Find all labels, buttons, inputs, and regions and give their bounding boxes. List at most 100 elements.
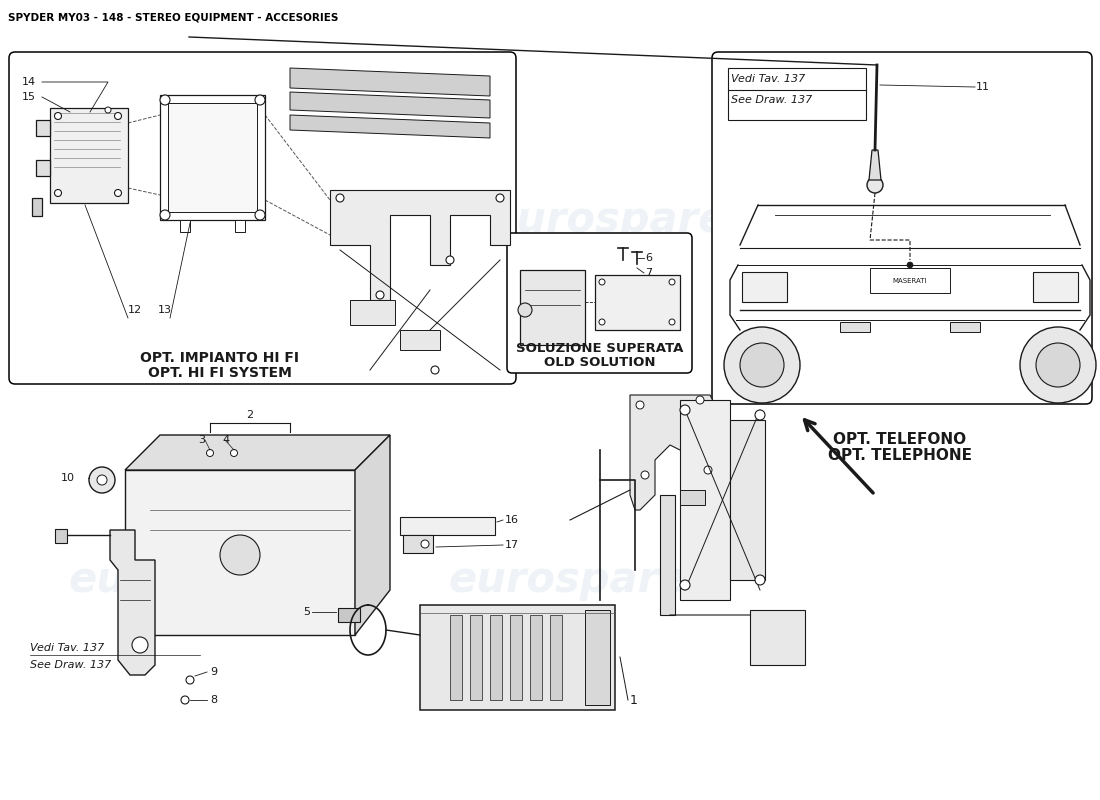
Bar [730, 420, 764, 580]
Text: MASERATI: MASERATI [893, 278, 927, 284]
Circle shape [114, 190, 121, 197]
Circle shape [336, 194, 344, 202]
Circle shape [908, 262, 913, 268]
Bar [235, 220, 245, 232]
Circle shape [755, 410, 764, 420]
Bar [168, 103, 257, 212]
Bar [520, 270, 585, 345]
Circle shape [55, 113, 62, 119]
Text: SPYDER MY03 - 148 - STEREO EQUIPMENT - ACCESORIES: SPYDER MY03 - 148 - STEREO EQUIPMENT - A… [8, 13, 339, 23]
Circle shape [160, 95, 170, 105]
Text: 8: 8 [210, 695, 217, 705]
Text: 1: 1 [630, 694, 638, 706]
Circle shape [641, 471, 649, 479]
Circle shape [680, 580, 690, 590]
Bar [400, 517, 495, 535]
Circle shape [97, 475, 107, 485]
Text: OPT. HI FI SYSTEM: OPT. HI FI SYSTEM [148, 366, 292, 380]
Circle shape [669, 279, 675, 285]
Bar [742, 272, 786, 302]
Text: 2: 2 [246, 410, 254, 420]
Bar [680, 400, 730, 600]
Polygon shape [110, 530, 155, 675]
Circle shape [132, 637, 148, 653]
FancyBboxPatch shape [712, 52, 1092, 404]
Circle shape [114, 113, 121, 119]
Text: SOLUZIONE SUPERATA: SOLUZIONE SUPERATA [516, 342, 684, 354]
Polygon shape [330, 190, 510, 300]
Bar [125, 470, 355, 635]
Text: See Draw. 137: See Draw. 137 [732, 95, 812, 105]
Circle shape [867, 177, 883, 193]
Text: 5: 5 [302, 607, 310, 617]
Bar [750, 610, 805, 665]
Circle shape [669, 319, 675, 325]
Circle shape [231, 450, 238, 457]
Circle shape [636, 401, 644, 409]
Polygon shape [355, 435, 390, 635]
Bar [490, 615, 502, 700]
Circle shape [740, 343, 784, 387]
Circle shape [431, 366, 439, 374]
Text: 3: 3 [198, 435, 205, 445]
Bar [510, 615, 522, 700]
Polygon shape [630, 395, 720, 510]
Circle shape [207, 450, 213, 457]
Text: eurospares: eurospares [488, 199, 751, 241]
Circle shape [600, 279, 605, 285]
Text: eurospares: eurospares [68, 559, 331, 601]
Circle shape [1020, 327, 1096, 403]
Circle shape [696, 396, 704, 404]
Text: 16: 16 [505, 515, 519, 525]
Bar [530, 615, 542, 700]
FancyBboxPatch shape [507, 233, 692, 373]
Bar [420, 605, 615, 710]
Bar [160, 95, 265, 220]
FancyBboxPatch shape [9, 52, 516, 384]
Bar [470, 615, 482, 700]
Circle shape [255, 210, 265, 220]
Bar [550, 615, 562, 700]
Text: OPT. TELEFONO: OPT. TELEFONO [834, 433, 967, 447]
Circle shape [255, 95, 265, 105]
Polygon shape [290, 115, 490, 138]
Circle shape [55, 190, 62, 197]
Text: Vedi Tav. 137: Vedi Tav. 137 [732, 74, 805, 84]
Text: OLD SOLUTION: OLD SOLUTION [544, 357, 656, 370]
Bar [450, 615, 462, 700]
Circle shape [421, 540, 429, 548]
Circle shape [600, 319, 605, 325]
Circle shape [160, 210, 170, 220]
Bar [50, 108, 128, 203]
Text: OPT. IMPIANTO HI FI: OPT. IMPIANTO HI FI [141, 351, 299, 365]
Text: 10: 10 [60, 473, 75, 483]
Polygon shape [290, 92, 490, 118]
Text: See Draw. 137: See Draw. 137 [30, 660, 111, 670]
Circle shape [680, 405, 690, 415]
Text: 11: 11 [976, 82, 990, 92]
Polygon shape [125, 435, 390, 470]
Circle shape [182, 696, 189, 704]
Circle shape [446, 256, 454, 264]
Bar [36, 160, 50, 176]
Bar [32, 198, 42, 216]
Circle shape [518, 303, 532, 317]
Text: 12: 12 [128, 305, 142, 315]
Circle shape [220, 535, 260, 575]
Bar [55, 529, 67, 543]
Circle shape [704, 466, 712, 474]
Text: Vedi Tav. 137: Vedi Tav. 137 [30, 643, 105, 653]
Bar [180, 220, 190, 232]
Circle shape [496, 194, 504, 202]
Circle shape [376, 291, 384, 299]
Bar [400, 330, 440, 350]
Polygon shape [869, 150, 881, 180]
Text: 4: 4 [222, 435, 229, 445]
Bar [350, 300, 395, 325]
Text: 15: 15 [22, 92, 36, 102]
Circle shape [89, 467, 116, 493]
Text: 17: 17 [505, 540, 519, 550]
Text: 7: 7 [645, 268, 652, 278]
Circle shape [755, 575, 764, 585]
Text: eurospares: eurospares [449, 559, 712, 601]
